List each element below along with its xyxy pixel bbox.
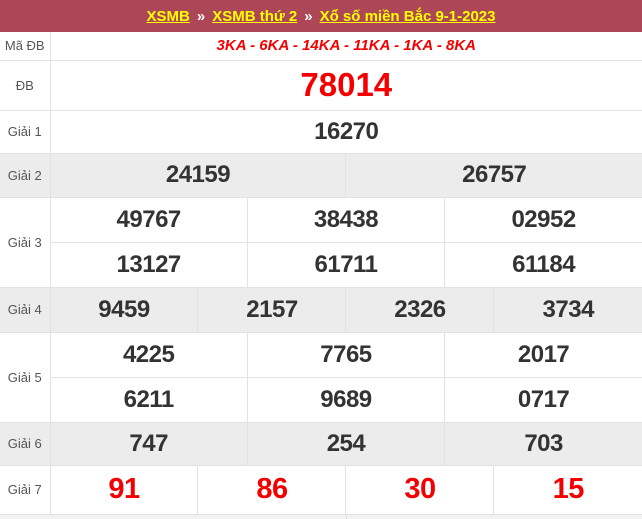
row-db: ĐB 78014 [0,59,642,111]
prize-g6-label: Giải 6 [0,421,51,466]
breadcrumb-link-xsmb[interactable]: XSMB [146,7,190,25]
prize-g4-label: Giải 4 [0,286,51,333]
prize-g7-label: Giải 7 [0,464,51,515]
breadcrumb-link-date[interactable]: Xổ số miền Bắc 9-1-2023 [319,7,496,25]
prize-ma-db-label: Mã ĐB [0,31,51,61]
prize-g3-value: 13127 [49,241,248,288]
breadcrumb: XSMB » XSMB thứ 2 » Xổ số miền Bắc 9-1-2… [0,0,642,32]
row-g6: Giải 6 747 254 703 [0,421,642,466]
prize-g6-value: 254 [246,421,446,466]
breadcrumb-separator: » [196,7,206,25]
prize-g5-value: 4225 [49,331,248,378]
prize-g2-value: 24159 [49,152,347,198]
prize-g2-label: Giải 2 [0,152,51,198]
prize-g3-value: 38438 [246,196,446,243]
prize-g5-value: 7765 [246,331,446,378]
divider [346,515,347,519]
prize-g1-value: 16270 [49,109,642,154]
prize-g3-value: 02952 [444,196,642,243]
row-g3-line1: Giải 3 49767 38438 02952 [0,196,642,288]
prize-g7-value: 86 [197,464,347,515]
row-ma-db: Mã ĐB 3KA - 6KA - 14KA - 11KA - 1KA - 8K… [0,31,642,61]
prize-g2-value: 26757 [345,152,642,198]
prize-g3-value: 49767 [49,196,248,243]
breadcrumb-link-xsmb-thu-2[interactable]: XSMB thứ 2 [212,7,298,25]
prize-g7-value: 91 [49,464,199,515]
prize-g1-label: Giải 1 [0,109,51,154]
row-g5-line2: 6211 9689 0717 [0,376,642,423]
row-g2: Giải 2 24159 26757 [0,152,642,198]
prize-g7-value: 30 [345,464,495,515]
prize-g3-label: Giải 3 [0,196,51,288]
prize-g4-value: 2157 [197,286,347,333]
prize-g6-value: 747 [49,421,248,466]
prize-g3-value: 61184 [444,241,642,288]
row-g5-line1: Giải 5 4225 7765 2017 [0,331,642,423]
prize-g5-value: 2017 [444,331,642,378]
prize-db-label: ĐB [0,59,51,111]
prize-g6-value: 703 [444,421,642,466]
prize-g4-value: 2326 [345,286,495,333]
row-g3-line2: 13127 61711 61184 [0,241,642,288]
row-g4: Giải 4 9459 2157 2326 3734 [0,286,642,333]
row-g7: Giải 7 91 86 30 15 [0,464,642,515]
next-section-cutoff [0,514,642,519]
prize-g5-value: 6211 [49,376,248,423]
prize-g4-value: 3734 [493,286,642,333]
prize-db-value: 78014 [49,59,642,111]
row-g1: Giải 1 16270 [0,109,642,154]
prize-g7-value: 15 [493,464,642,515]
breadcrumb-separator: » [304,7,313,25]
prize-g3-value: 61711 [246,241,446,288]
prize-g5-value: 9689 [246,376,446,423]
prize-g4-value: 9459 [49,286,199,333]
prize-g5-label: Giải 5 [0,331,51,423]
results-table: Mã ĐB 3KA - 6KA - 14KA - 11KA - 1KA - 8K… [0,31,642,515]
prize-ma-db-value: 3KA - 6KA - 14KA - 11KA - 1KA - 8KA [49,31,642,61]
prize-g5-value: 0717 [444,376,642,423]
